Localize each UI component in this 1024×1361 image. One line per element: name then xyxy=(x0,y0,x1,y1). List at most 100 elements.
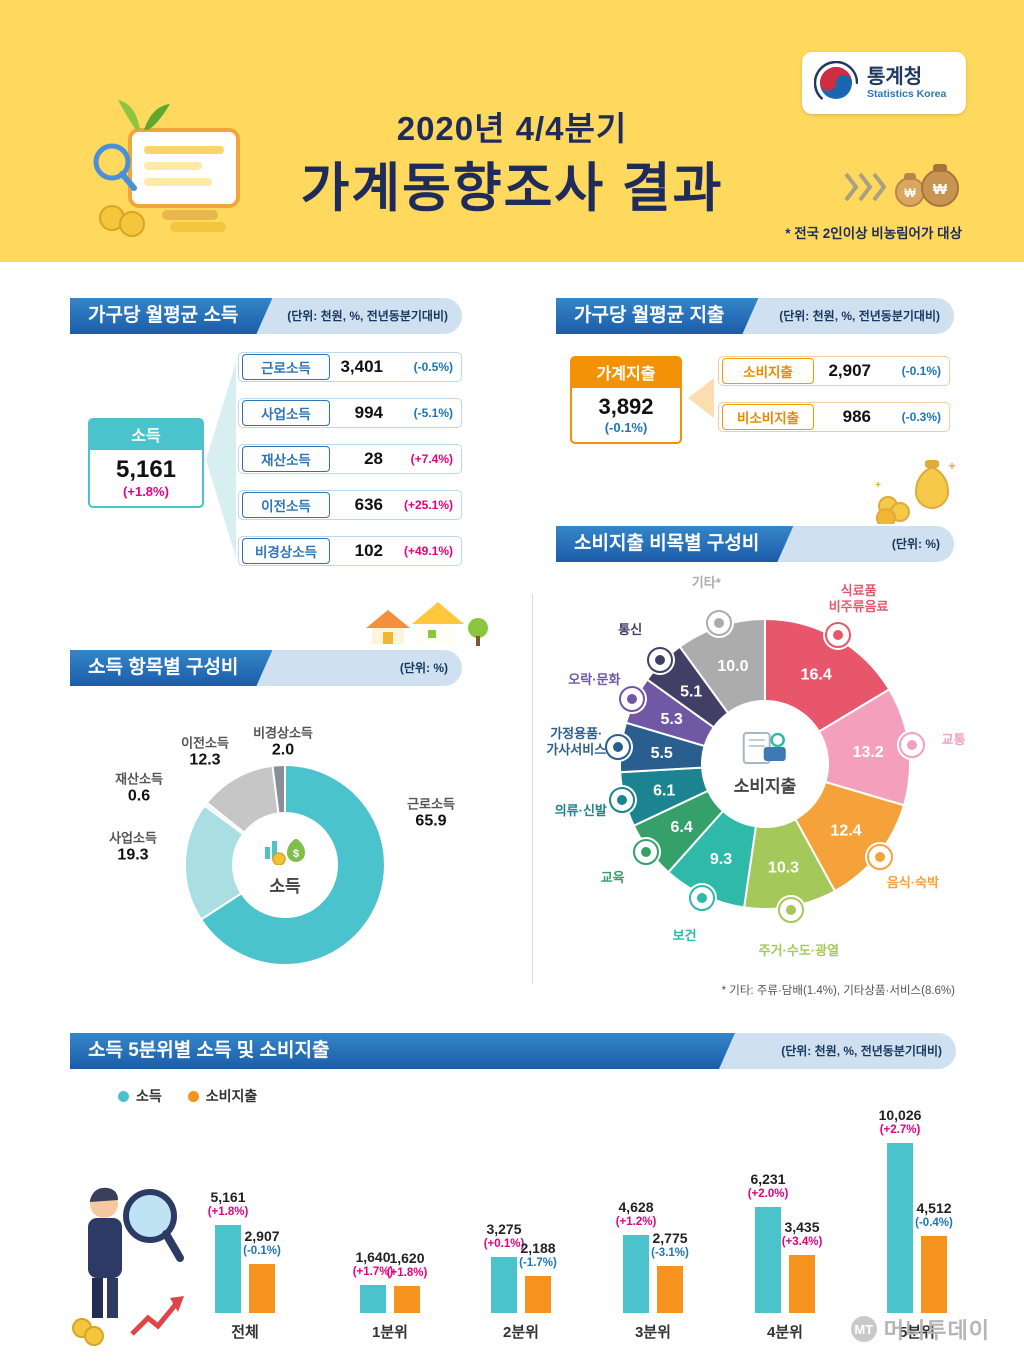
item-label: 근로소득 xyxy=(242,354,330,380)
item-row: 비소비지출 986 (-0.3%) xyxy=(718,402,950,432)
expenditure-legend-dot xyxy=(187,1090,199,1102)
bar-3분위-소비지출 xyxy=(657,1266,683,1313)
item-change: (-0.1%) xyxy=(901,364,941,378)
taegeuk-logo-icon xyxy=(814,61,858,105)
logo-text: 통계청 Statistics Korea xyxy=(867,66,946,100)
item-value: 994 xyxy=(354,403,383,422)
icon-dot xyxy=(832,630,843,641)
expense-funnel-shape xyxy=(688,378,714,418)
category-label: 4분위 xyxy=(767,1324,803,1341)
segment-value: 12.4 xyxy=(830,822,861,839)
bar-value-label: 1,620 (+1.8%) xyxy=(386,1250,428,1279)
bar-value-label: 2,775 (-3.1%) xyxy=(651,1230,689,1259)
income-section-title: 가구당 월평균 소득 xyxy=(70,298,272,334)
segment-name: 재산소득 xyxy=(115,771,163,787)
item-label: 사업소득 xyxy=(242,400,330,426)
item-change: (+25.1%) xyxy=(403,498,453,512)
item-value: 636 xyxy=(354,495,383,514)
segment-value: 10.0 xyxy=(717,658,748,675)
bar-value-label: 4,512 (-0.4%) xyxy=(915,1200,953,1229)
segment-value: 5.1 xyxy=(680,684,702,701)
segment-value: 2.0 xyxy=(271,741,295,759)
income-total-box: 소득 5,161 (+1.8%) xyxy=(88,418,204,508)
category-label: 3분위 xyxy=(635,1324,671,1341)
legend-income: 소득 xyxy=(118,1086,162,1106)
bar-value-label: 4,628 (+1.2%) xyxy=(615,1199,657,1228)
segment-value: 13.2 xyxy=(853,744,884,761)
item-label: 재산소득 xyxy=(242,446,330,472)
agency-name: 통계청 xyxy=(867,66,923,88)
expenditure-composition-svg: 16.4 13.2 12.4 10.3 9.3 6.4 6.1 5.5 5.3 5.1 10.0 xyxy=(618,617,911,911)
page-title: 가계동향조사 결과 xyxy=(300,159,724,218)
expense-section-title: 가구당 월평균 지출 xyxy=(556,298,758,334)
expenditure-donut-center: 소비지출 xyxy=(734,731,796,797)
bar-4분위-소득 xyxy=(755,1207,781,1313)
item-change: (-0.5%) xyxy=(413,360,453,374)
money-bags-decoration: ₩ ₩ xyxy=(844,164,959,207)
icon-dot xyxy=(627,693,638,704)
legend-expenditure: 소비지출 xyxy=(187,1086,257,1106)
item-value: 28 xyxy=(364,449,383,468)
dining-icon xyxy=(867,843,894,870)
segment-label: 기타* xyxy=(691,575,721,591)
item-change: (-5.1%) xyxy=(413,406,453,420)
bar-전체-소비지출 xyxy=(249,1264,275,1313)
income-composition-svg xyxy=(183,763,386,966)
expenditure-composition-unit: (단위: %) xyxy=(891,537,940,551)
bar-value-label: 5,161 (+1.8%) xyxy=(207,1189,249,1218)
legend-income-label: 소득 xyxy=(136,1088,162,1104)
item-value: 2,907 xyxy=(828,361,871,380)
category-label: 1분위 xyxy=(372,1324,408,1341)
house-icon xyxy=(412,602,464,624)
bar-5분위-소비지출 xyxy=(921,1236,947,1313)
money-bag-icon xyxy=(287,839,305,862)
expense-total-label: 가계지출 xyxy=(570,356,682,388)
growth-arrow-icon xyxy=(130,1302,178,1336)
segment-label: 교통 xyxy=(941,732,966,748)
bar-1분위-소득 xyxy=(360,1285,386,1313)
bar-value-label: 3,435 (+3.4%) xyxy=(781,1219,823,1248)
category-label: 5분위 xyxy=(899,1324,935,1341)
segment-label: 의류·신발 xyxy=(554,802,607,818)
transport-icon xyxy=(898,732,925,759)
segment-value: 10.3 xyxy=(768,859,799,876)
bar-4분위-소비지출 xyxy=(789,1255,815,1313)
segment-label: 교육 xyxy=(600,869,625,885)
income-funnel-shape xyxy=(206,362,236,558)
icon-dot xyxy=(875,851,886,862)
segment-name: 사업소득 xyxy=(109,830,157,846)
segment-label: 식료품 비주류음료 xyxy=(828,582,889,614)
bar-2분위-소득 xyxy=(491,1257,517,1313)
tree-icon xyxy=(468,618,488,638)
category-label: 2분위 xyxy=(503,1324,539,1341)
expense-items-list: 소비지출 2,907 (-0.1%) 비소비지출 986 (-0.3%) xyxy=(718,356,950,448)
item-row: 비경상소득 102 (+49.1%) xyxy=(238,536,462,566)
report-period: 2020년 4/4분기 xyxy=(396,110,628,147)
icon-dot xyxy=(906,740,917,751)
svg-text:₩: ₩ xyxy=(933,181,948,198)
category-label: 전체 xyxy=(231,1324,259,1341)
item-label: 비소비지출 xyxy=(722,404,814,430)
donut-segment-4 xyxy=(271,763,286,815)
segment-label: 이전소득 12.3 xyxy=(181,733,229,770)
income-total-label: 소득 xyxy=(88,418,204,450)
person-magnifier-illustration xyxy=(72,1187,184,1346)
segment-value: 65.9 xyxy=(415,812,447,830)
item-value: 3,401 xyxy=(340,357,383,376)
income-donut-center: $ 소득 xyxy=(263,833,307,897)
icon-dot xyxy=(714,618,725,629)
svg-text:₩: ₩ xyxy=(904,186,916,200)
icon-dot xyxy=(786,904,797,915)
moneytoday-logo-icon: MT xyxy=(850,1316,877,1342)
income-center-label: 소득 xyxy=(269,877,301,896)
houses-illustration xyxy=(366,602,488,646)
expenditure-composition-title: 소비지출 비목별 구성비 xyxy=(556,526,793,562)
expense-total-change: (-0.1%) xyxy=(604,420,648,435)
expense-unit-label: (단위: 천원, %, 전년동분기대비) xyxy=(779,309,940,323)
item-change: (-0.3%) xyxy=(901,410,941,424)
column-divider xyxy=(532,594,533,984)
housing-icon xyxy=(778,896,805,923)
bar-value-label: 6,231 (+2.0%) xyxy=(747,1171,789,1200)
icon-dot xyxy=(641,847,652,858)
communication-icon xyxy=(647,646,674,673)
